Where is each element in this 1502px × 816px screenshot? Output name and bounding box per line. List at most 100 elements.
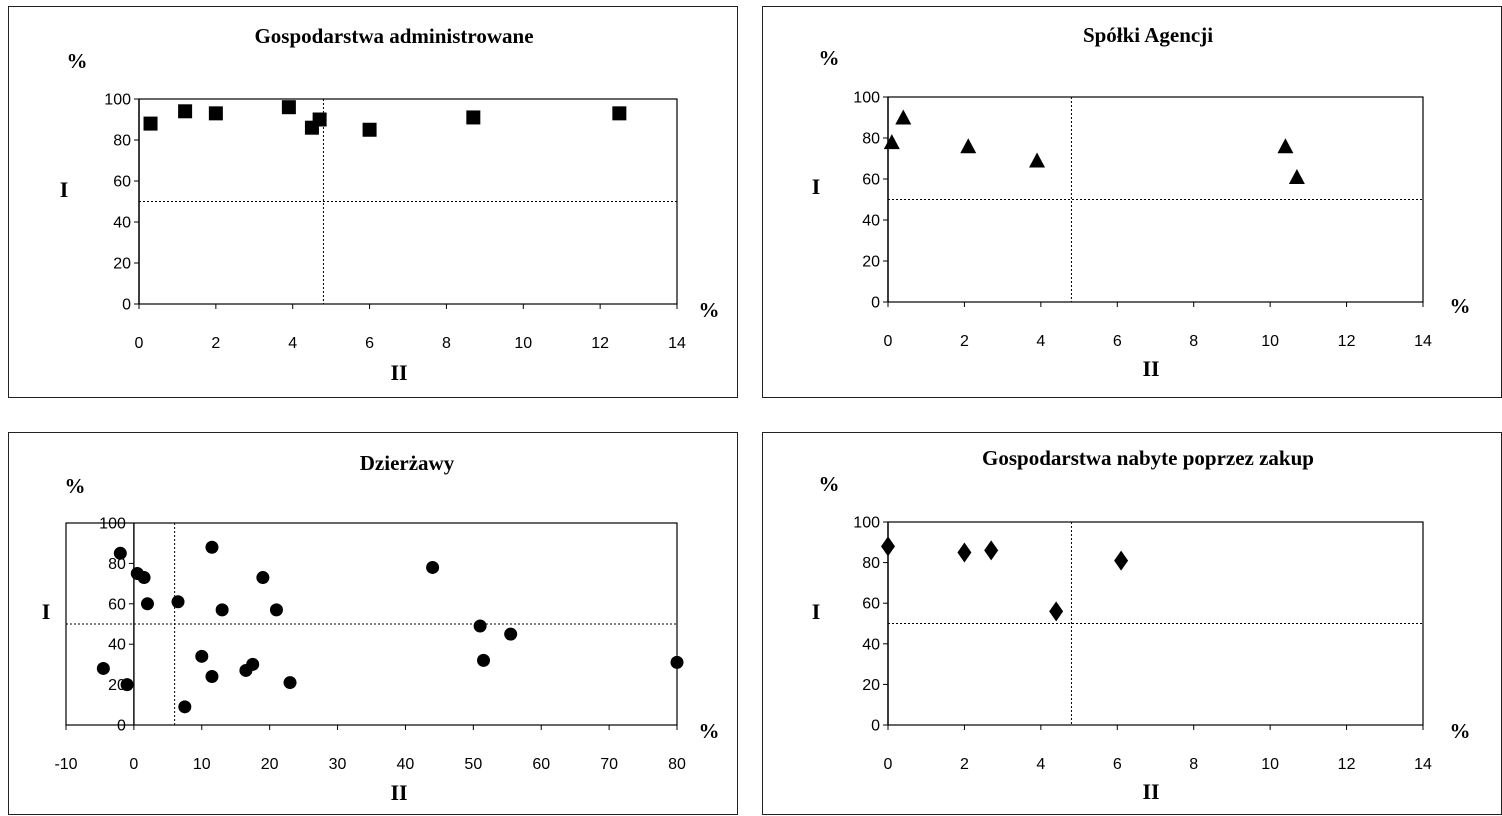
y-tick-label: 0: [122, 297, 131, 314]
x-tick-label: 4: [288, 335, 297, 352]
data-point-square: [208, 106, 223, 121]
data-point-circle: [137, 571, 151, 585]
data-point-circle: [670, 655, 684, 669]
x-tick-label: 50: [464, 756, 482, 773]
y-tick-label: 80: [113, 133, 131, 150]
x-tick-label: 8: [1189, 756, 1198, 773]
y-tick-label: 0: [871, 718, 880, 735]
x-axis-label: II: [1142, 779, 1159, 804]
x-tick-label: 2: [960, 333, 969, 350]
x-tick-label: 14: [1414, 333, 1432, 350]
y-tick-label: 80: [862, 131, 880, 148]
x-tick-label: 6: [365, 335, 374, 352]
data-point-square: [466, 110, 481, 125]
y-axis-unit: %: [819, 472, 840, 496]
chart-title: Dzierżawy: [360, 451, 455, 475]
y-tick-label: 100: [104, 92, 131, 109]
data-point-circle: [215, 603, 229, 617]
data-point-triangle: [895, 109, 912, 125]
data-point-circle: [171, 595, 185, 609]
x-axis-unit: %: [1450, 719, 1471, 743]
data-point-circle: [96, 661, 110, 675]
y-tick-label: 40: [108, 637, 126, 654]
x-axis-unit: %: [1450, 294, 1471, 318]
x-tick-label: 70: [600, 756, 618, 773]
data-point-square: [178, 104, 193, 119]
data-point-square: [612, 106, 627, 121]
data-point-circle: [113, 546, 127, 560]
data-point-circle: [426, 560, 440, 574]
x-tick-label: 30: [329, 756, 347, 773]
data-point-circle: [283, 676, 297, 690]
x-tick-label: 8: [442, 335, 451, 352]
y-tick-label: 40: [862, 636, 880, 653]
chart-panel-leases: Dzierżawy%% I II 0 20 40 60 80 100 -10 0 10 20 30 40 50…: [8, 432, 738, 815]
chart-title: Gospodarstwa nabyte poprzez zakup: [982, 446, 1314, 470]
y-tick-label: 20: [862, 677, 880, 694]
x-tick-label: 2: [211, 335, 220, 352]
data-point-square: [143, 116, 158, 131]
x-tick-label: 4: [1036, 333, 1045, 350]
data-point-triangle: [960, 138, 977, 154]
x-tick-label: 6: [1113, 333, 1122, 350]
y-axis-label: I: [812, 174, 821, 199]
x-tick-label: 0: [135, 335, 144, 352]
x-tick-label: 40: [397, 756, 415, 773]
x-tick-label: 10: [1261, 333, 1279, 350]
x-axis-label: II: [390, 780, 407, 805]
y-tick-label: 100: [853, 515, 880, 532]
chart-panel-agency-companies: Spółki Agencji%% I II 0 20 40 60 80 100 0 2 4 6 8 10 12…: [762, 6, 1502, 398]
data-point-circle: [120, 678, 134, 692]
data-point-circle: [205, 540, 219, 554]
data-point-diamond: [1049, 601, 1064, 622]
data-point-diamond: [881, 536, 895, 557]
y-axis-label: I: [60, 177, 69, 202]
x-tick-label: 14: [1414, 756, 1432, 773]
x-tick-label: 0: [129, 756, 138, 773]
x-tick-label: 0: [884, 333, 893, 350]
x-tick-label: 8: [1189, 333, 1198, 350]
data-point-circle: [246, 657, 260, 671]
chart-panel-purchased-farms: Gospodarstwa nabyte poprzez zakup%% I II 0 2…: [762, 432, 1502, 815]
data-point-circle: [205, 670, 219, 684]
data-point-triangle: [1288, 168, 1305, 184]
data-point-diamond: [957, 542, 972, 563]
y-axis-unit: %: [65, 474, 86, 498]
x-tick-label: 80: [668, 756, 686, 773]
chart-svg: Gospodarstwa administrowane%%III02040608…: [60, 24, 720, 385]
chart-panel-administered-farms: Gospodarstwa administrowane%% I II 0 20 40 60 8…: [8, 6, 738, 398]
y-tick-label: 40: [862, 213, 880, 230]
x-tick-label: 4: [1036, 756, 1045, 773]
y-axis-unit: %: [67, 49, 88, 73]
x-tick-label: 12: [1338, 333, 1356, 350]
x-tick-label: 6: [1113, 756, 1122, 773]
data-point-circle: [195, 649, 209, 663]
data-point-circle: [178, 700, 192, 714]
x-axis-unit: %: [699, 298, 720, 322]
x-tick-label: -10: [54, 756, 77, 773]
data-point-circle: [140, 597, 154, 611]
chart-title: Spółki Agencji: [1083, 23, 1213, 47]
data-point-circle: [256, 571, 270, 585]
data-point-square: [362, 122, 377, 137]
data-point-circle: [477, 653, 491, 667]
y-axis-label: I: [42, 599, 51, 624]
y-axis-label: I: [812, 599, 821, 624]
y-tick-label: 20: [862, 254, 880, 271]
y-tick-label: 60: [862, 172, 880, 189]
data-point-square: [312, 112, 327, 127]
x-axis-unit: %: [699, 719, 720, 743]
x-tick-label: 60: [532, 756, 550, 773]
x-tick-label: 12: [591, 335, 609, 352]
data-point-triangle: [1029, 152, 1046, 168]
y-tick-label: 60: [108, 596, 126, 613]
data-point-circle: [504, 627, 518, 641]
x-axis-label: II: [390, 360, 407, 385]
data-point-triangle: [1277, 138, 1294, 154]
y-tick-label: 20: [113, 256, 131, 273]
chart-svg: Gospodarstwa nabyte poprzez zakup%%III02…: [812, 446, 1471, 804]
chart-title: Gospodarstwa administrowane: [254, 24, 533, 48]
data-point-diamond: [984, 540, 999, 561]
